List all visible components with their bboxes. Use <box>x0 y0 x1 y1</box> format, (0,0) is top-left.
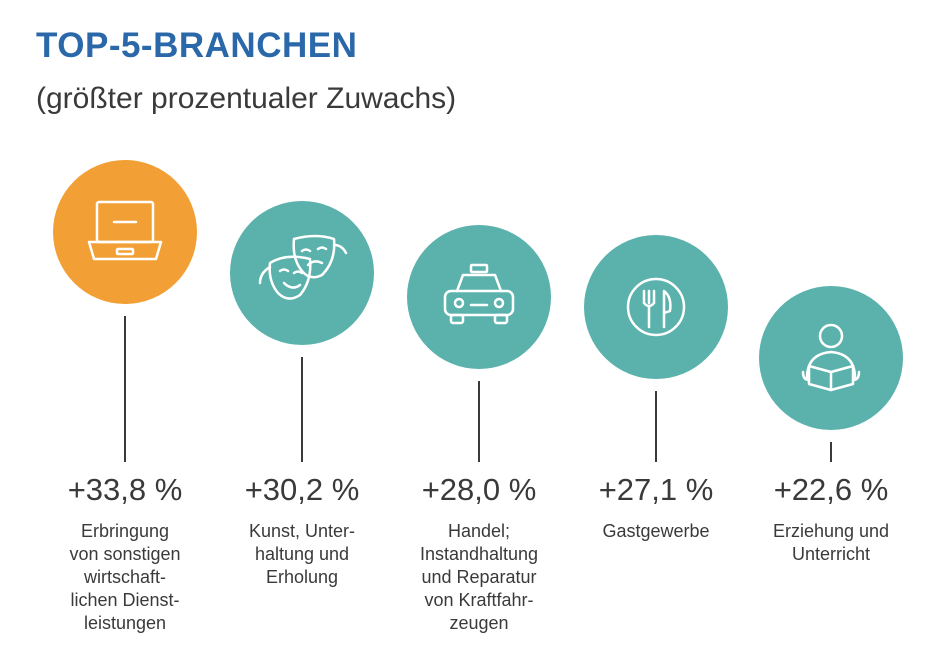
cutlery-plate-icon <box>626 278 686 337</box>
stem-education <box>830 442 832 462</box>
stem-services <box>124 316 126 462</box>
circle-gastro <box>584 235 728 380</box>
stem-trade <box>478 381 480 462</box>
category-label-arts: Kunst, Unter- haltung und Erholung <box>248 521 356 587</box>
person-reading-icon <box>801 323 861 392</box>
laptop-icon <box>87 200 163 261</box>
circle-education <box>759 286 903 430</box>
circle-arts <box>230 200 374 345</box>
category-label-trade: Handel; Instandhaltung und Reparatur von… <box>419 521 539 633</box>
category-label-services: Erbringung von sonstigen wirtschaft- lic… <box>69 521 181 633</box>
stem-gastro <box>655 391 657 462</box>
chart-title: TOP-5-BRANCHEN <box>36 26 358 65</box>
value-label-education: +22,6 % <box>773 472 889 507</box>
stem-arts <box>301 356 303 462</box>
chart-subtitle: (größter prozentualer Zuwachs) <box>36 82 457 115</box>
value-label-services: +33,8 % <box>67 472 183 507</box>
category-label-gastro: Gastgewerbe <box>602 521 710 541</box>
value-label-arts: +30,2 % <box>244 472 360 507</box>
category-label-education: Erziehung und Unterricht <box>772 521 890 564</box>
value-label-gastro: +27,1 % <box>598 472 714 507</box>
taxi-icon <box>443 264 515 325</box>
circle-trade <box>407 225 551 370</box>
theater-masks-icon <box>258 234 348 300</box>
circle-services <box>53 160 197 304</box>
value-label-trade: +28,0 % <box>421 472 537 507</box>
